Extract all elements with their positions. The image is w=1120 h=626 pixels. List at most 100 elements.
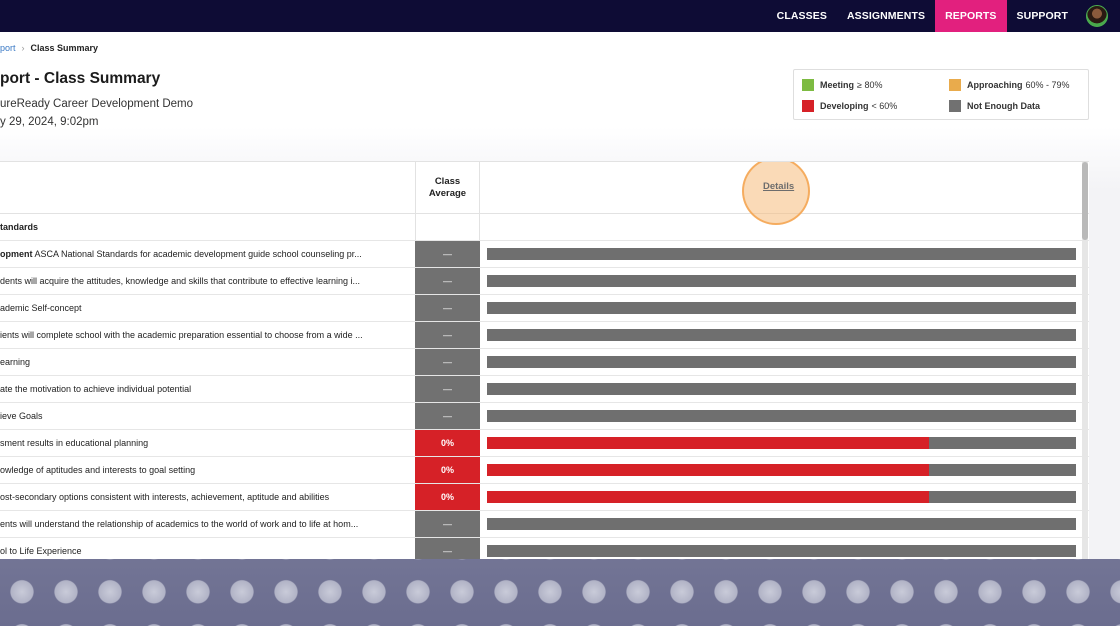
table-row[interactable]: ademic Self-concept — [0, 295, 1089, 322]
standard-label: sment results in educational planning [0, 430, 410, 456]
legend-not-enough-swatch [949, 100, 961, 112]
class-summary-table: Class Average Details tandards opment AS… [0, 161, 1089, 559]
table-row[interactable]: ients will complete school with the acad… [0, 322, 1089, 349]
class-average-cell: 0% [415, 484, 480, 510]
legend-approaching: Approaching 60% - 79% [949, 79, 1070, 91]
details-progress-bar[interactable] [487, 491, 1076, 503]
class-average-header: Class Average [415, 162, 480, 214]
table-row[interactable]: earning — [0, 349, 1089, 376]
standard-text: dents will acquire the attitudes, knowle… [0, 276, 361, 286]
standard-label: ademic Self-concept [0, 295, 410, 321]
table-row[interactable]: ieve Goals — [0, 403, 1089, 430]
legend-meeting: Meeting ≥ 80% [802, 79, 882, 91]
class-average-cell: — [415, 403, 480, 429]
details-progress-bar[interactable] [487, 302, 1076, 314]
breadcrumb: port › Class Summary [0, 43, 98, 53]
top-navigation: CLASSES ASSIGNMENTS REPORTS SUPPORT [0, 0, 1120, 32]
group-avg-cell [415, 214, 480, 240]
progress-fill [487, 437, 929, 449]
progress-fill [487, 491, 929, 503]
report-panel: port › Class Summary port - Class Summar… [0, 32, 1120, 559]
table-row[interactable]: ents will understand the relationship of… [0, 511, 1089, 538]
breadcrumb-current: Class Summary [30, 43, 99, 53]
details-progress-bar[interactable] [487, 464, 1076, 476]
class-average-cell: 0% [415, 457, 480, 483]
scrollbar-thumb[interactable] [1082, 162, 1088, 240]
standard-label: earning [0, 349, 410, 375]
table-row[interactable]: ate the motivation to achieve individual… [0, 376, 1089, 403]
standard-text: ients will complete school with the acad… [0, 330, 363, 340]
class-average-cell: — [415, 349, 480, 375]
legend-meeting-label: Meeting [820, 80, 855, 90]
class-average-cell: — [415, 538, 480, 559]
class-average-cell: — [415, 322, 480, 348]
standard-label: opment ASCA National Standards for acade… [0, 241, 410, 267]
class-average-cell: — [415, 511, 480, 537]
details-progress-bar[interactable] [487, 410, 1076, 422]
legend-meeting-range: ≥ 80% [857, 80, 883, 90]
table-row[interactable]: sment results in educational planning 0% [0, 430, 1089, 457]
class-average-cell: — [415, 295, 480, 321]
legend-developing-swatch [802, 100, 814, 112]
performance-legend: Meeting ≥ 80% Approaching 60% - 79% Deve… [793, 69, 1089, 120]
details-progress-bar[interactable] [487, 248, 1076, 260]
details-link[interactable]: Details [763, 181, 795, 192]
standard-text: ol to Life Experience [0, 546, 82, 556]
standard-label: owledge of aptitudes and interests to go… [0, 457, 410, 483]
standard-text: earning [0, 357, 31, 367]
nav-classes[interactable]: CLASSES [776, 10, 827, 22]
table-header: Class Average Details [0, 162, 1089, 225]
table-row[interactable]: ol to Life Experience — [0, 538, 1089, 559]
nav-reports[interactable]: REPORTS [935, 0, 1007, 32]
standards-group-label: tandards [0, 222, 39, 232]
standard-text: ents will understand the relationship of… [0, 519, 359, 529]
user-avatar-icon[interactable] [1086, 5, 1108, 27]
class-average-cell: 0% [415, 430, 480, 456]
details-progress-bar[interactable] [487, 275, 1076, 287]
table-row[interactable]: opment ASCA National Standards for acade… [0, 241, 1089, 268]
details-progress-bar[interactable] [487, 356, 1076, 368]
details-progress-bar[interactable] [487, 437, 1076, 449]
details-progress-bar[interactable] [487, 383, 1076, 395]
standard-label: ol to Life Experience [0, 538, 410, 559]
standard-category: opment [0, 249, 33, 259]
nav-assignments[interactable]: ASSIGNMENTS [846, 10, 926, 22]
standard-text: sment results in educational planning [0, 438, 149, 448]
legend-developing-label: Developing [820, 101, 869, 111]
standards-group-row: tandards [0, 214, 1089, 241]
breadcrumb-chevron-icon: › [21, 43, 25, 53]
click-indicator [742, 162, 810, 225]
standard-text: ieve Goals [0, 411, 43, 421]
details-progress-bar[interactable] [487, 329, 1076, 341]
standard-label: ients will complete school with the acad… [0, 322, 410, 348]
standard-label: dents will acquire the attitudes, knowle… [0, 268, 410, 294]
class-name: ureReady Career Development Demo [0, 98, 194, 110]
report-date: y 29, 2024, 9:02pm [0, 116, 99, 128]
nav-support[interactable]: SUPPORT [1016, 10, 1068, 22]
standard-label: ost-secondary options consistent with in… [0, 484, 410, 510]
progress-fill [487, 464, 929, 476]
standard-text: ASCA National Standards for academic dev… [34, 249, 362, 259]
breadcrumb-parent-link[interactable]: port [0, 43, 16, 53]
standard-label: ents will understand the relationship of… [0, 511, 410, 537]
class-average-cell: — [415, 241, 480, 267]
standard-text: owledge of aptitudes and interests to go… [0, 465, 196, 475]
standard-label: ate the motivation to achieve individual… [0, 376, 410, 402]
legend-not-enough-label: Not Enough Data [967, 101, 1040, 111]
standard-text: ost-secondary options consistent with in… [0, 492, 330, 502]
standard-label: ieve Goals [0, 403, 410, 429]
table-row[interactable]: owledge of aptitudes and interests to go… [0, 457, 1089, 484]
table-row[interactable]: ost-secondary options consistent with in… [0, 484, 1089, 511]
legend-approaching-label: Approaching [967, 80, 1023, 90]
page-title: port - Class Summary [0, 70, 161, 87]
table-scrollbar[interactable] [1082, 162, 1088, 559]
table-row[interactable]: dents will acquire the attitudes, knowle… [0, 268, 1089, 295]
legend-meeting-swatch [802, 79, 814, 91]
legend-not-enough-data: Not Enough Data [949, 100, 1043, 112]
legend-approaching-range: 60% - 79% [1025, 80, 1070, 90]
standard-text: ademic Self-concept [0, 303, 82, 313]
details-progress-bar[interactable] [487, 545, 1076, 557]
class-average-cell: — [415, 268, 480, 294]
details-progress-bar[interactable] [487, 518, 1076, 530]
standard-text: ate the motivation to achieve individual… [0, 384, 192, 394]
